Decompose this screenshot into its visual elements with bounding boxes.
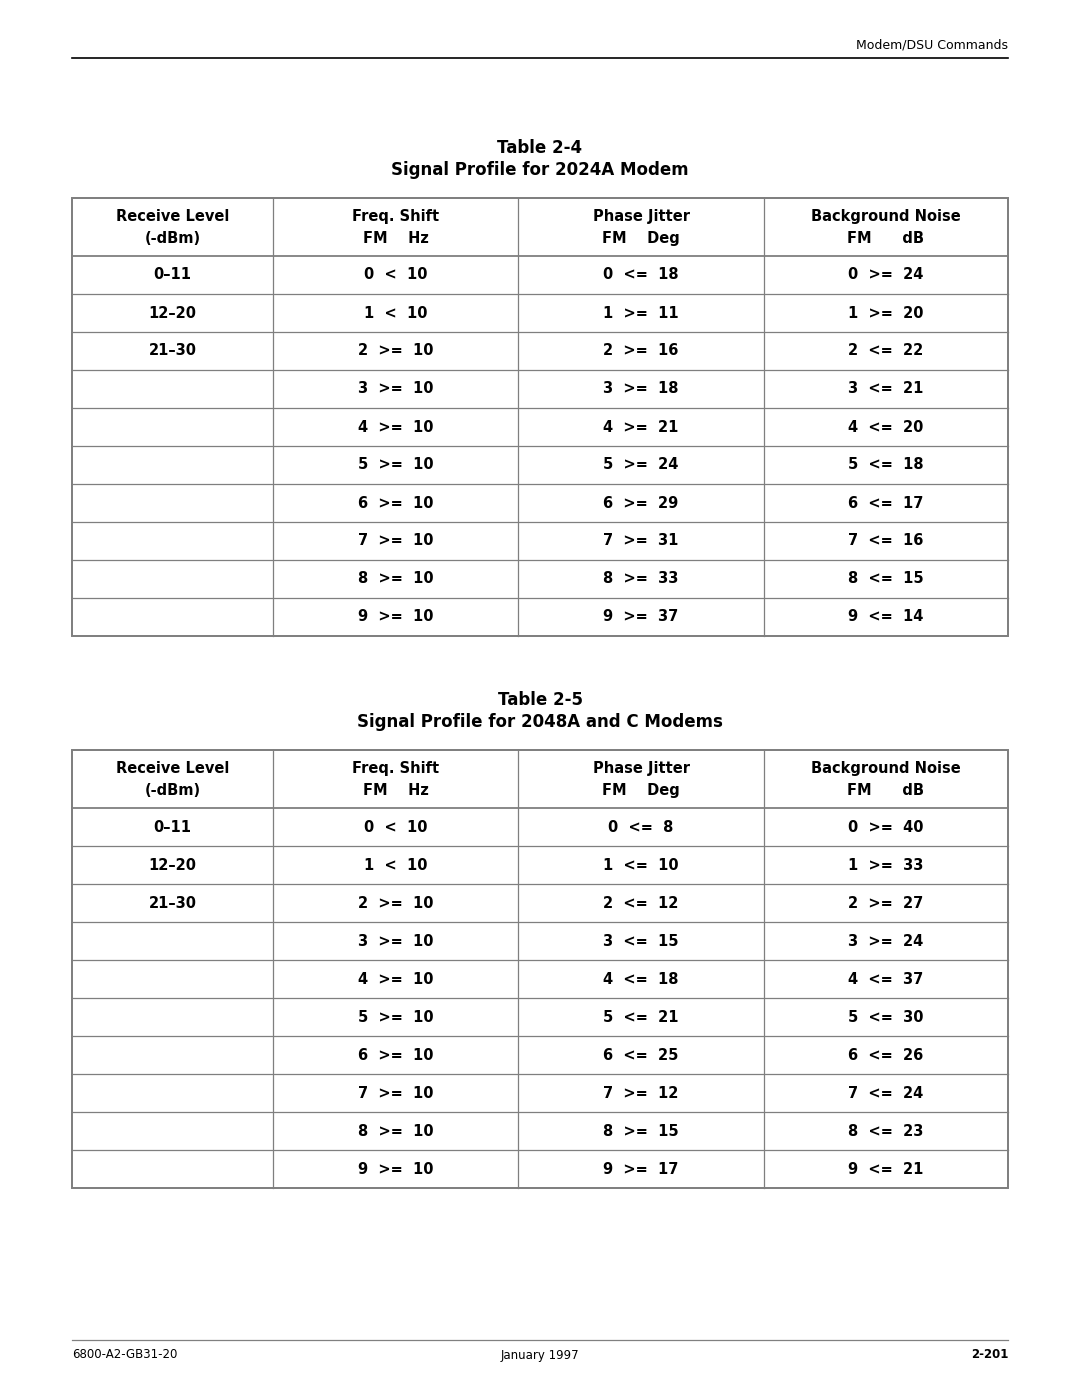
Text: 0  >=  40: 0 >= 40 [848,820,923,834]
Text: FM      dB: FM dB [848,231,924,246]
Text: 2  >=  10: 2 >= 10 [359,895,433,911]
Text: FM    Hz: FM Hz [363,784,429,798]
Text: 3  >=  24: 3 >= 24 [848,933,923,949]
Text: 8  >=  10: 8 >= 10 [359,1123,434,1139]
Text: 9  >=  10: 9 >= 10 [359,1161,433,1176]
Text: 1  >=  20: 1 >= 20 [848,306,923,320]
Text: 2  >=  27: 2 >= 27 [848,895,923,911]
Text: 2  <=  22: 2 <= 22 [848,344,923,359]
Text: FM    Hz: FM Hz [363,231,429,246]
Bar [72,750,1008,1187]
Text: 6  <=  26: 6 <= 26 [848,1048,923,1063]
Text: 2  >=  10: 2 >= 10 [359,344,433,359]
Text: 4  <=  20: 4 <= 20 [848,419,923,434]
Text: 0  >=  24: 0 >= 24 [848,267,923,282]
Text: 3  >=  18: 3 >= 18 [604,381,679,397]
Text: 7  <=  24: 7 <= 24 [848,1085,923,1101]
Text: 21–30: 21–30 [149,895,197,911]
Text: 5  <=  30: 5 <= 30 [848,1010,923,1024]
Text: 1  <=  10: 1 <= 10 [604,858,679,873]
Text: 4  <=  37: 4 <= 37 [848,971,923,986]
Text: 3  <=  21: 3 <= 21 [848,381,923,397]
Text: 2  <=  12: 2 <= 12 [604,895,678,911]
Text: 6  >=  10: 6 >= 10 [359,496,433,510]
Text: 6  >=  10: 6 >= 10 [359,1048,433,1063]
Text: Receive Level: Receive Level [116,761,229,777]
Text: Freq. Shift: Freq. Shift [352,210,440,224]
Text: 6  <=  25: 6 <= 25 [604,1048,678,1063]
Text: 0  <  10: 0 < 10 [364,267,428,282]
Text: FM    Deg: FM Deg [603,231,680,246]
Text: 4  >=  10: 4 >= 10 [359,419,433,434]
Text: 12–20: 12–20 [149,306,197,320]
Text: 2  >=  16: 2 >= 16 [604,344,678,359]
Text: 6800-A2-GB31-20: 6800-A2-GB31-20 [72,1348,177,1362]
Text: 8  >=  33: 8 >= 33 [604,571,678,587]
Text: 7  >=  31: 7 >= 31 [604,534,678,549]
Text: Modem/DSU Commands: Modem/DSU Commands [856,39,1008,52]
Text: 5  >=  24: 5 >= 24 [604,457,678,472]
Text: 9  <=  14: 9 <= 14 [848,609,923,624]
Text: 6  <=  17: 6 <= 17 [848,496,923,510]
Text: Background Noise: Background Noise [811,761,961,777]
Text: FM    Deg: FM Deg [603,784,680,798]
Text: Table 2-5: Table 2-5 [498,692,582,710]
Text: 9  >=  37: 9 >= 37 [604,609,678,624]
Text: 2-201: 2-201 [971,1348,1008,1362]
Text: 1  >=  33: 1 >= 33 [848,858,923,873]
Text: 12–20: 12–20 [149,858,197,873]
Text: 7  <=  16: 7 <= 16 [848,534,923,549]
Text: 8  <=  23: 8 <= 23 [848,1123,923,1139]
Bar [72,750,1008,1187]
Text: FM      dB: FM dB [848,784,924,798]
Text: 0  <=  18: 0 <= 18 [604,267,679,282]
Text: 0  <=  8: 0 <= 8 [608,820,674,834]
Bar [72,198,1008,636]
Text: 5  >=  10: 5 >= 10 [359,1010,434,1024]
Text: 0–11: 0–11 [153,267,191,282]
Text: 3  >=  10: 3 >= 10 [359,933,433,949]
Text: Table 2-4: Table 2-4 [498,138,582,156]
Text: 7  >=  12: 7 >= 12 [604,1085,678,1101]
Text: 3  <=  15: 3 <= 15 [604,933,679,949]
Text: 0  <  10: 0 < 10 [364,820,428,834]
Text: Phase Jitter: Phase Jitter [593,210,690,224]
Text: 3  >=  10: 3 >= 10 [359,381,433,397]
Text: 4  >=  21: 4 >= 21 [604,419,678,434]
Text: Signal Profile for 2048A and C Modems: Signal Profile for 2048A and C Modems [357,712,723,731]
Text: 5  >=  10: 5 >= 10 [359,457,434,472]
Text: 9  >=  17: 9 >= 17 [604,1161,678,1176]
Text: 8  <=  15: 8 <= 15 [848,571,923,587]
Text: 4  <=  18: 4 <= 18 [604,971,679,986]
Text: 1  <  10: 1 < 10 [364,306,428,320]
Text: 4  >=  10: 4 >= 10 [359,971,433,986]
Bar [72,198,1008,636]
Text: Phase Jitter: Phase Jitter [593,761,690,777]
Text: Signal Profile for 2024A Modem: Signal Profile for 2024A Modem [391,161,689,179]
Text: 21–30: 21–30 [149,344,197,359]
Text: 9  >=  10: 9 >= 10 [359,609,433,624]
Text: 5  <=  18: 5 <= 18 [848,457,923,472]
Text: Background Noise: Background Noise [811,210,961,224]
Text: 7  >=  10: 7 >= 10 [359,534,433,549]
Text: 1  >=  11: 1 >= 11 [604,306,679,320]
Text: 9  <=  21: 9 <= 21 [848,1161,923,1176]
Text: 1  <  10: 1 < 10 [364,858,428,873]
Text: 6  >=  29: 6 >= 29 [604,496,678,510]
Text: (-dBm): (-dBm) [145,784,201,798]
Text: 5  <=  21: 5 <= 21 [604,1010,679,1024]
Text: 7  >=  10: 7 >= 10 [359,1085,433,1101]
Text: (-dBm): (-dBm) [145,231,201,246]
Text: January 1997: January 1997 [501,1348,579,1362]
Text: Freq. Shift: Freq. Shift [352,761,440,777]
Text: Receive Level: Receive Level [116,210,229,224]
Text: 8  >=  15: 8 >= 15 [604,1123,679,1139]
Text: 0–11: 0–11 [153,820,191,834]
Text: 8  >=  10: 8 >= 10 [359,571,434,587]
